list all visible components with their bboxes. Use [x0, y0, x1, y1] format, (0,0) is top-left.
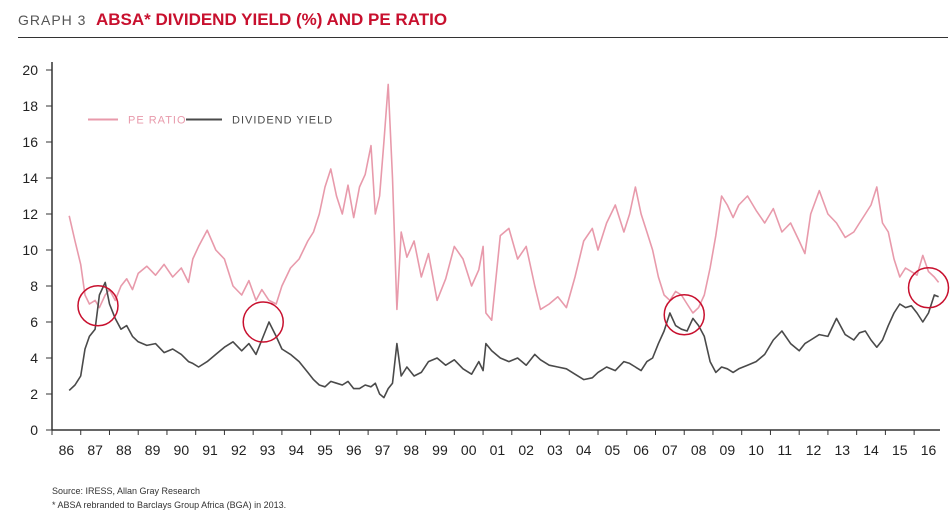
x-tick-label: 97 — [375, 442, 391, 458]
chart-header: GRAPH 3 ABSA* DIVIDEND YIELD (%) AND PE … — [18, 6, 948, 40]
x-tick-label: 12 — [806, 442, 822, 458]
y-tick-label: 8 — [30, 278, 38, 294]
x-tick-label: 95 — [317, 442, 333, 458]
x-tick-label: 99 — [432, 442, 448, 458]
dividend-yield-line — [68, 281, 939, 399]
x-tick-label: 88 — [116, 442, 132, 458]
graph-number-label: GRAPH 3 — [18, 12, 87, 28]
x-tick-label: 91 — [202, 442, 218, 458]
x-tick-label: 15 — [892, 442, 908, 458]
rebrand-note: * ABSA rebranded to Barclays Group Afric… — [52, 500, 287, 510]
x-tick-label: 11 — [778, 442, 793, 458]
x-tick-label: 89 — [145, 442, 161, 458]
chart-legend: PE RATIO DIVIDEND YIELD — [88, 115, 333, 127]
highlight-circle — [242, 301, 284, 343]
legend-label-dividend-yield: DIVIDEND YIELD — [232, 115, 333, 127]
x-tick-label: 04 — [576, 442, 592, 458]
x-tick-label: 08 — [691, 442, 707, 458]
x-tick-label: 93 — [260, 442, 276, 458]
y-tick-label: 18 — [22, 98, 38, 114]
x-tick-label: 98 — [403, 442, 419, 458]
highlight-circle — [77, 285, 119, 327]
legend-label-pe-ratio: PE RATIO — [128, 115, 187, 127]
y-tick-label: 2 — [30, 386, 38, 402]
x-tick-label: 02 — [518, 442, 534, 458]
x-tick-label: 01 — [490, 442, 506, 458]
y-tick-label: 14 — [22, 170, 38, 186]
y-tick-label: 6 — [30, 314, 38, 330]
x-tick-label: 92 — [231, 442, 247, 458]
footnotes: Source: IRESS, Allan Gray Research * ABS… — [52, 484, 286, 512]
y-tick-label: 4 — [30, 350, 38, 366]
y-tick-label: 0 — [30, 422, 38, 438]
x-tick-label: 03 — [547, 442, 563, 458]
highlight-circle — [663, 294, 705, 336]
x-tick-label: 09 — [720, 442, 736, 458]
y-tick-label: 16 — [22, 134, 38, 150]
x-tick-label: 13 — [835, 442, 851, 458]
x-tick-label: 05 — [605, 442, 621, 458]
y-tick-label: 20 — [22, 62, 38, 78]
chart-series — [68, 83, 940, 399]
header-divider — [18, 37, 948, 38]
highlight-circles — [77, 267, 950, 343]
x-tick-label: 96 — [346, 442, 362, 458]
x-tick-label: 07 — [662, 442, 678, 458]
y-tick-label: 12 — [22, 206, 38, 222]
x-tick-label: 00 — [461, 442, 477, 458]
source-note: Source: IRESS, Allan Gray Research — [52, 486, 201, 496]
x-tick-label: 16 — [921, 442, 937, 458]
x-tick-label: 14 — [863, 442, 879, 458]
x-tick-label: 86 — [59, 442, 75, 458]
x-tick-label: 87 — [87, 442, 103, 458]
x-tick-label: 94 — [288, 442, 304, 458]
highlight-circle — [907, 267, 950, 309]
x-tick-label: 90 — [174, 442, 190, 458]
y-tick-label: 10 — [22, 242, 38, 258]
chart-title: ABSA* DIVIDEND YIELD (%) AND PE RATIO — [96, 10, 448, 29]
x-tick-label: 10 — [748, 442, 764, 458]
x-tick-label: 06 — [633, 442, 649, 458]
pe-ratio-line — [68, 83, 940, 322]
